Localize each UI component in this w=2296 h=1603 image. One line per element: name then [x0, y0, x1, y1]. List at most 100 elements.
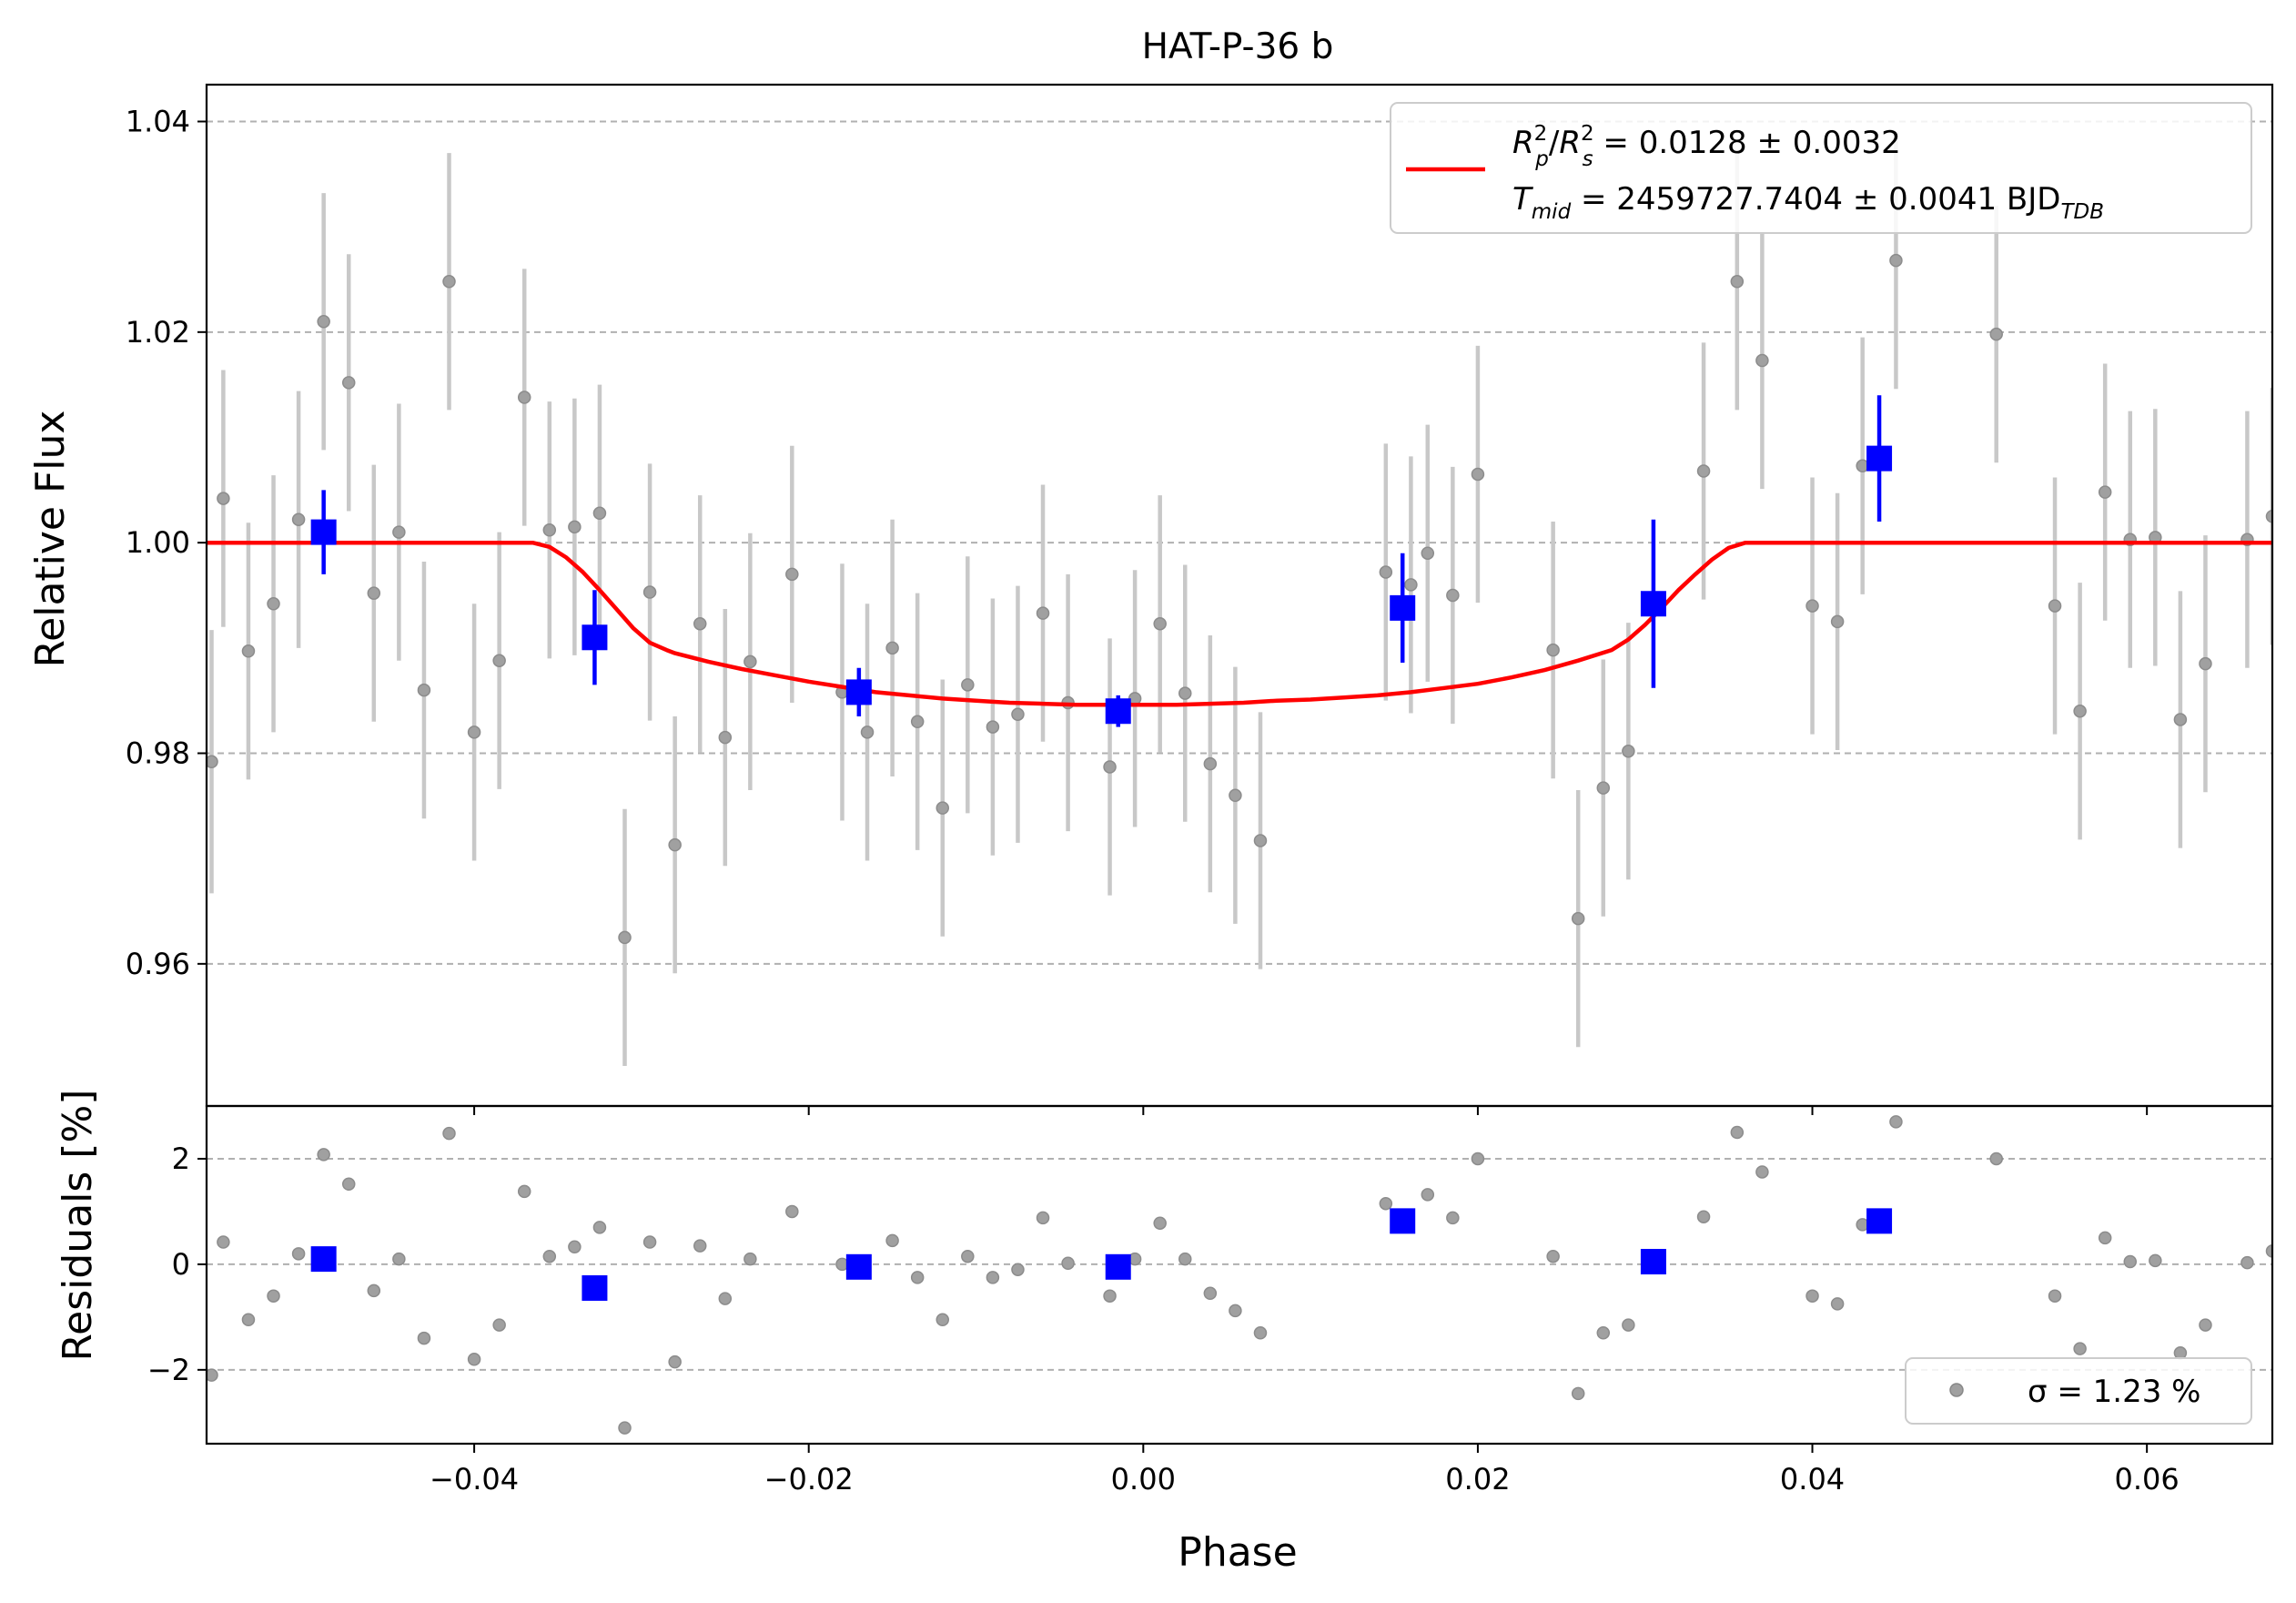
raw-point-6	[341, 376, 356, 390]
main-y-tick-label-3: 1.02	[126, 315, 190, 350]
binned-residual-point-5	[1640, 1249, 1666, 1275]
binned-point-3	[1105, 698, 1131, 725]
residual-point-36	[1178, 1252, 1192, 1266]
residual-point-49	[1730, 1125, 1745, 1140]
residual-point-30	[1011, 1263, 1025, 1276]
raw-point-10	[442, 275, 456, 289]
raw-point-28	[936, 801, 949, 815]
raw-point-11	[467, 725, 481, 739]
x-tick-label-4: 0.04	[1780, 1462, 1845, 1496]
residual-point-38	[1229, 1304, 1242, 1318]
residual-point-8	[392, 1252, 406, 1266]
residual-point-11	[467, 1353, 481, 1366]
raw-point-66	[2265, 509, 2272, 523]
residual-point-40	[1379, 1196, 1393, 1211]
x-axis-label: Phase	[1178, 1529, 1297, 1576]
residual-point-21	[718, 1292, 733, 1305]
x-tick-label-0: −0.04	[430, 1462, 519, 1496]
residuals-plot-area	[207, 1115, 2272, 1435]
residuals-legend: σ = 1.23 %	[1905, 1357, 2252, 1425]
residual-point-9	[417, 1331, 431, 1345]
raw-point-50	[1696, 464, 1711, 478]
raw-point-56	[1889, 253, 1903, 268]
raw-point-27	[910, 715, 925, 729]
raw-point-2	[241, 644, 256, 658]
raw-point-57	[1989, 327, 2003, 341]
residual-point-19	[668, 1354, 682, 1369]
raw-point-0	[207, 755, 218, 769]
binned-point-4	[1390, 594, 1416, 621]
residual-point-52	[1830, 1297, 1845, 1311]
legend-sigma-label: σ = 1.23 %	[2028, 1374, 2200, 1410]
binned-residual-point-2	[845, 1253, 872, 1280]
x-ticks: −0.04 −0.02 0.00 0.02 0.04 0.06	[430, 1106, 2180, 1496]
raw-point-44	[1446, 588, 1460, 603]
legend-residual-marker	[1949, 1383, 1964, 1397]
residual-point-25	[885, 1233, 899, 1248]
residual-point-43	[1471, 1152, 1485, 1166]
binned-point-5	[1640, 591, 1666, 617]
raw-point-8	[392, 525, 406, 539]
main-y-ticks: 0.96 0.98 1.00 1.02 1.04	[126, 104, 207, 981]
raw-point-20	[693, 616, 707, 631]
residual-point-42	[1446, 1211, 1460, 1225]
residual-point-15	[568, 1240, 582, 1254]
main-y-axis-label: Relative Flux	[27, 411, 74, 668]
residual-point-4	[291, 1247, 306, 1261]
raw-point-15	[568, 520, 582, 534]
residual-point-20	[693, 1239, 707, 1253]
residual-point-50	[1755, 1165, 1769, 1179]
residual-point-14	[542, 1249, 557, 1263]
binned-point-2	[845, 679, 872, 705]
residual-point-44	[1546, 1249, 1560, 1263]
residual-point-31	[1036, 1211, 1050, 1225]
residual-point-13	[517, 1184, 531, 1199]
raw-point-46	[1546, 643, 1560, 657]
binned-residual-point-1	[582, 1274, 608, 1301]
main-y-tick-label-0: 0.96	[126, 947, 190, 981]
main-y-tick-label-4: 1.04	[126, 104, 190, 138]
raw-point-40	[1253, 834, 1268, 847]
legend-tmid-label: Tmid = 2459727.7404 ± 0.0041 BJDTDB	[1512, 181, 2104, 224]
x-tick-label-2: 0.00	[1111, 1462, 1176, 1496]
residual-point-17	[618, 1421, 632, 1435]
main-legend: R2 p/R2 s = 0.0128 ± 0.0032 Tmid = 2459727…	[1390, 102, 2252, 234]
raw-point-52	[1755, 353, 1769, 368]
residual-point-32	[1061, 1256, 1075, 1270]
residual-point-26	[910, 1271, 925, 1284]
residual-point-5	[317, 1148, 330, 1162]
raw-point-37	[1178, 686, 1192, 700]
residual-point-3	[267, 1289, 280, 1303]
residuals-y-tick-label-1: 0	[172, 1247, 190, 1282]
residual-point-22	[743, 1252, 757, 1266]
residual-point-55	[1989, 1152, 2003, 1166]
residual-point-54	[1889, 1115, 1903, 1129]
raw-point-30	[986, 720, 1000, 734]
raw-point-64	[2199, 656, 2212, 671]
raw-point-41	[1379, 565, 1393, 579]
raw-point-3	[267, 597, 280, 611]
raw-point-63	[2173, 713, 2188, 726]
binned-residual-point-0	[310, 1246, 337, 1273]
raw-point-39	[1229, 788, 1242, 803]
raw-point-26	[885, 641, 899, 655]
residual-point-46	[1596, 1326, 1611, 1340]
residual-point-60	[2149, 1253, 2162, 1268]
residual-point-48	[1696, 1210, 1711, 1223]
residual-point-23	[785, 1204, 799, 1219]
main-y-tick-label-2: 1.00	[126, 525, 190, 560]
residual-point-27	[936, 1313, 949, 1327]
raw-point-48	[1596, 781, 1611, 795]
binned-point-6	[1866, 445, 1893, 472]
residual-point-6	[341, 1177, 356, 1192]
residual-point-37	[1203, 1286, 1218, 1301]
raw-point-29	[961, 678, 975, 692]
raw-point-31	[1011, 707, 1025, 721]
residual-point-56	[2048, 1289, 2062, 1303]
raw-point-13	[517, 391, 531, 404]
raw-point-21	[718, 730, 733, 745]
legend-depth-label: R2 p/R2 s = 0.0128 ± 0.0032	[1512, 122, 1901, 171]
residual-point-1	[217, 1235, 230, 1249]
raw-point-36	[1153, 616, 1167, 631]
